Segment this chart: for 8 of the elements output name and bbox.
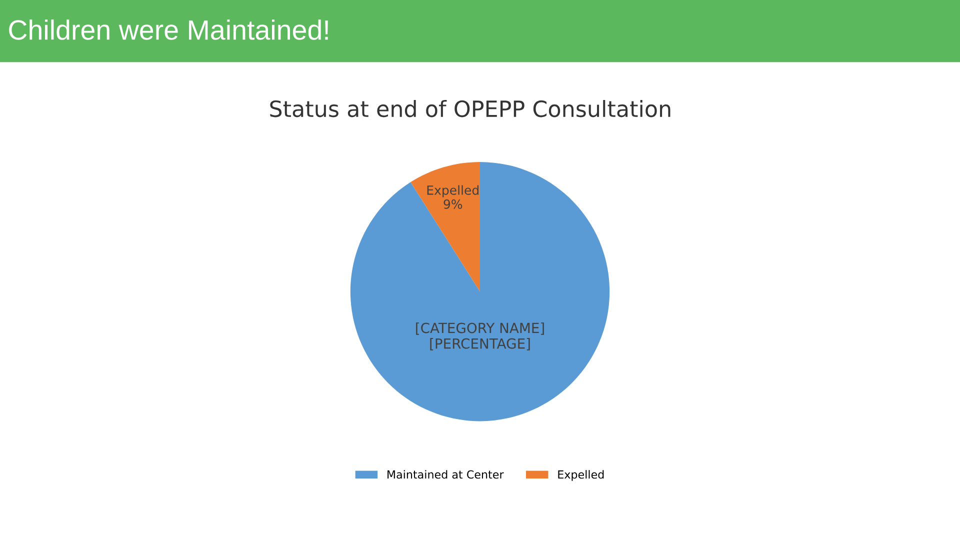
legend-label: Expelled [558,470,604,481]
pie-slice [410,162,480,292]
data-label: [CATEGORY NAME] [PERCENTAGE] [416,322,544,350]
text: Children were Maintained! [9,19,328,40]
chart-title: Status at end of OPEPP Consultation [270,100,670,118]
pie-slice [350,162,610,422]
legend-label: Maintained at Center [388,470,504,479]
data-label: Expelled 9% [427,185,478,209]
